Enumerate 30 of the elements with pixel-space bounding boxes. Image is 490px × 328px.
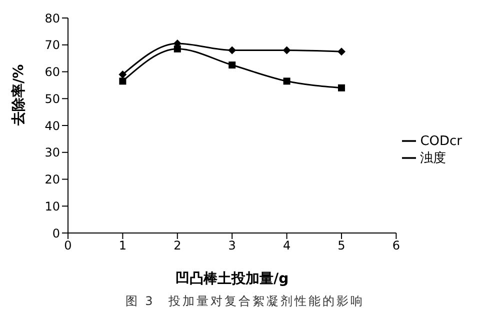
x-tick-label: 4 [282, 238, 291, 253]
y-tick-label: 70 [44, 38, 60, 52]
y-axis-title: 去除率/% [10, 64, 27, 126]
x-tick-label: 6 [392, 238, 400, 253]
x-tick-label: 0 [64, 238, 72, 253]
x-tick-label: 2 [174, 238, 182, 253]
x-tick-label: 1 [118, 238, 127, 253]
y-tick-label: 0 [52, 226, 60, 240]
y-tick-label: 10 [44, 199, 60, 214]
y-tick-label: 60 [44, 65, 60, 80]
y-tick-label: 40 [44, 118, 60, 133]
point [338, 84, 345, 92]
x-tick-label: 5 [338, 238, 346, 253]
point [228, 46, 236, 54]
x-axis-title: 凹凸棒土投加量/g [176, 271, 289, 287]
point [282, 46, 291, 54]
y-tick-label: 50 [44, 92, 60, 106]
y-tick-label: 20 [44, 172, 60, 187]
x-tick-label: 3 [228, 238, 236, 253]
point [283, 78, 290, 85]
point [119, 78, 126, 85]
point [118, 70, 127, 78]
point [228, 62, 236, 69]
y-tick-label: 30 [44, 146, 60, 160]
point [174, 45, 181, 52]
y-tick-label: 80 [44, 11, 60, 26]
legend-label: 浊度 [420, 151, 446, 166]
caption: 图 3 投加量对复合絮凝剂性能的影响 [124, 293, 366, 310]
point [337, 48, 346, 56]
legend-label: CODcr [420, 134, 462, 149]
